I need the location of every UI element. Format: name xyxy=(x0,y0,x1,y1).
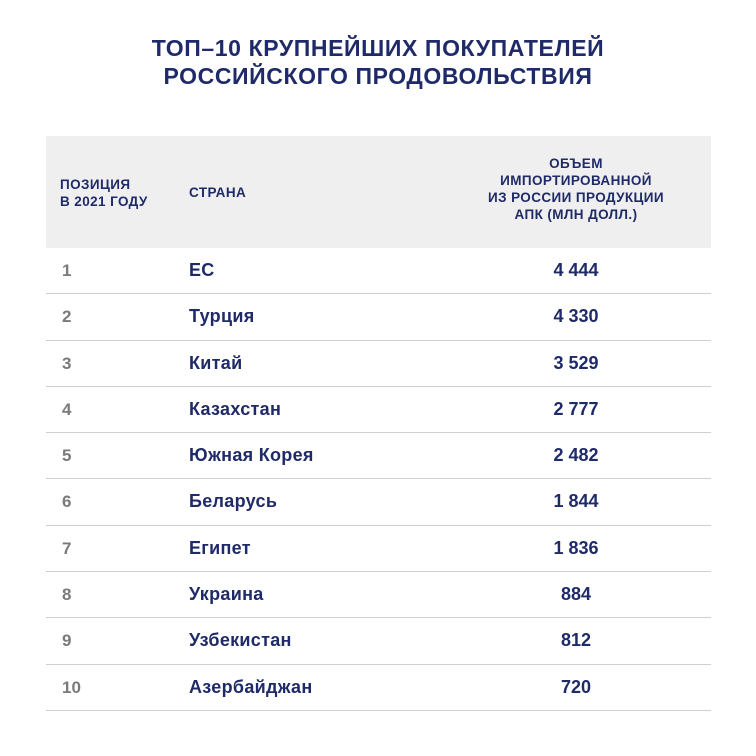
table-row: 6 Беларусь 1 844 xyxy=(46,479,711,526)
row-position: 5 xyxy=(62,446,72,466)
row-position: 7 xyxy=(62,538,72,558)
row-country: Казахстан xyxy=(189,398,282,419)
row-value: 4 330 xyxy=(553,306,599,327)
table-row: 7 Египет 1 836 xyxy=(46,526,711,573)
row-value: 1 836 xyxy=(553,537,599,558)
row-position: 10 xyxy=(62,677,81,697)
row-country: Китай xyxy=(189,352,243,373)
row-position: 8 xyxy=(62,585,72,605)
table-row: 8 Украина 884 xyxy=(46,572,711,619)
row-position: 6 xyxy=(62,492,72,512)
chart-title: ТОП–10 КРУПНЕЙШИХ ПОКУПАТЕЛЕЙ РОССИЙСКОГ… xyxy=(0,34,756,90)
row-position: 2 xyxy=(62,307,72,327)
row-country: Турция xyxy=(189,306,255,327)
table-row: 4 Казахстан 2 777 xyxy=(46,387,711,434)
row-value: 4 444 xyxy=(553,260,599,280)
table-row: 5 Южная Корея 2 482 xyxy=(46,433,711,480)
row-country: ЕС xyxy=(189,260,215,280)
row-position: 1 xyxy=(62,261,72,280)
header-volume-line-4: АПК (МЛН ДОЛЛ.) xyxy=(514,207,638,222)
header-volume-line-3: ИЗ РОССИИ ПРОДУКЦИИ xyxy=(487,190,665,205)
row-country: Беларусь xyxy=(189,491,278,512)
header-country: СТРАНА xyxy=(189,185,247,200)
table-row: 10 Азербайджан 720 xyxy=(46,665,711,711)
header-position: ПОЗИЦИЯ В 2021 ГОДУ xyxy=(60,176,170,210)
row-value: 812 xyxy=(560,630,592,651)
header-position-line-1: ПОЗИЦИЯ xyxy=(60,177,131,192)
buyers-table: ПОЗИЦИЯ В 2021 ГОДУ СТРАНА ОБЪЕМ ИМПОРТИ… xyxy=(46,136,711,711)
header-volume-line-1: ОБЪЕМ xyxy=(549,156,603,171)
header-volume-line-2: ИМПОРТИРОВАННОЙ xyxy=(500,173,652,188)
row-position: 9 xyxy=(62,631,72,651)
table-row: 9 Узбекистан 812 xyxy=(46,618,711,665)
table-header: ПОЗИЦИЯ В 2021 ГОДУ СТРАНА ОБЪЕМ ИМПОРТИ… xyxy=(46,136,711,248)
row-value: 2 482 xyxy=(553,445,599,466)
table-row: 1 ЕС 4 444 xyxy=(46,248,711,295)
row-country: Украина xyxy=(189,584,264,605)
row-value: 2 777 xyxy=(553,398,599,419)
row-country: Азербайджан xyxy=(189,676,313,697)
title-line-1: ТОП–10 КРУПНЕЙШИХ ПОКУПАТЕЛЕЙ xyxy=(151,35,605,61)
row-value: 3 529 xyxy=(553,352,599,373)
row-position: 3 xyxy=(62,353,72,373)
row-value: 1 844 xyxy=(553,491,599,512)
title-line-2: РОССИЙСКОГО ПРОДОВОЛЬСТВИЯ xyxy=(163,63,593,89)
table-row: 2 Турция 4 330 xyxy=(46,294,711,341)
row-value: 884 xyxy=(560,584,592,605)
row-country: Египет xyxy=(189,537,251,558)
header-volume: ОБЪЕМ ИМПОРТИРОВАННОЙ ИЗ РОССИИ ПРОДУКЦИ… xyxy=(456,155,696,223)
row-country: Узбекистан xyxy=(189,630,292,651)
row-value: 720 xyxy=(560,676,592,697)
table-row: 3 Китай 3 529 xyxy=(46,341,711,387)
row-country: Южная Корея xyxy=(189,445,314,466)
header-position-line-2: В 2021 ГОДУ xyxy=(60,194,148,209)
table-body: 1 ЕС 4 444 2 Турция 4 330 3 Китай 3 529 4 Казахста… xyxy=(46,248,711,711)
row-position: 4 xyxy=(62,399,72,419)
